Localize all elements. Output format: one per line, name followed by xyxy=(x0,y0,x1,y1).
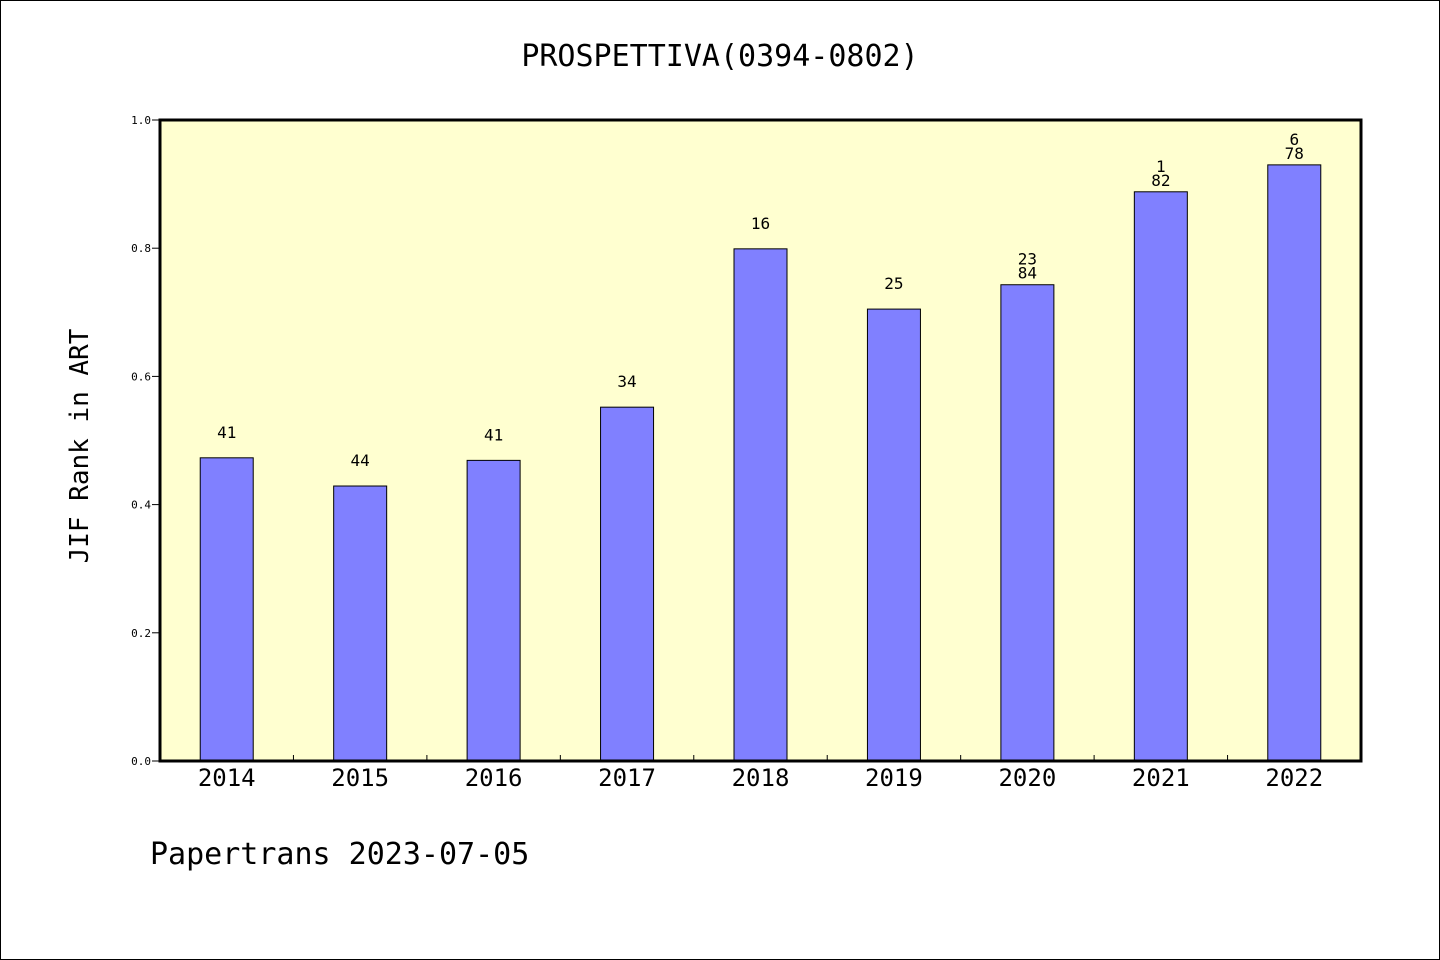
plot-border xyxy=(158,118,1363,763)
bar-value-label: 78 xyxy=(1285,144,1304,163)
bar-value-label: 41 xyxy=(217,423,236,442)
bar-2015 xyxy=(333,485,388,762)
bar-2016 xyxy=(466,459,521,762)
x-tick-label: 2021 xyxy=(1132,764,1190,792)
bar-2022 xyxy=(1267,164,1322,762)
bar-2017 xyxy=(600,406,655,762)
bar-2020 xyxy=(1000,284,1055,762)
x-tick-label: 2015 xyxy=(331,764,389,792)
bar-value-label: 25 xyxy=(884,274,903,293)
y-tick-label: 0.0 xyxy=(131,755,151,768)
bar-value-label: 16 xyxy=(751,214,770,233)
y-tick-label: 0.4 xyxy=(131,499,151,512)
bar-value-label: 6 xyxy=(1289,130,1299,149)
bar-value-label: 41 xyxy=(484,425,503,444)
y-axis-label: JIF Rank in ART xyxy=(65,328,95,563)
x-tick-label: 2019 xyxy=(865,764,923,792)
bar-2014 xyxy=(199,457,254,762)
x-tick-label: 2014 xyxy=(198,764,256,792)
y-tick-label: 0.2 xyxy=(131,627,151,640)
bar-value-label: 23 xyxy=(1018,250,1037,269)
x-tick-label: 2020 xyxy=(998,764,1056,792)
chart-title: PROSPETTIVA(0394-0802) xyxy=(521,39,918,74)
bar-value-label: 84 xyxy=(1018,264,1037,283)
y-tick-label: 1.0 xyxy=(131,114,151,127)
bar-value-label: 82 xyxy=(1151,171,1170,190)
y-tick-label: 0.6 xyxy=(131,370,151,383)
x-tick-label: 2016 xyxy=(465,764,523,792)
bar-value-label: 44 xyxy=(351,451,370,470)
bar-value-label: 1 xyxy=(1156,157,1166,176)
bar-group xyxy=(199,164,1322,762)
x-axis: 2014 2015 2016 2017 2018 2019 2020 2021 2022 xyxy=(198,755,1323,792)
footer-credit: Papertrans 2023-07-05 xyxy=(150,837,529,872)
bar-value-label: 34 xyxy=(617,372,636,391)
y-tick-label: 0.8 xyxy=(131,242,151,255)
y-axis: 0.0 0.2 0.4 0.6 0.8 1.0 xyxy=(131,114,160,768)
bar-2021 xyxy=(1133,191,1188,762)
bar-2018 xyxy=(733,248,788,762)
bar-2019 xyxy=(866,308,921,762)
x-tick-label: 2022 xyxy=(1265,764,1323,792)
x-tick-label: 2018 xyxy=(732,764,790,792)
x-tick-label: 2017 xyxy=(598,764,656,792)
